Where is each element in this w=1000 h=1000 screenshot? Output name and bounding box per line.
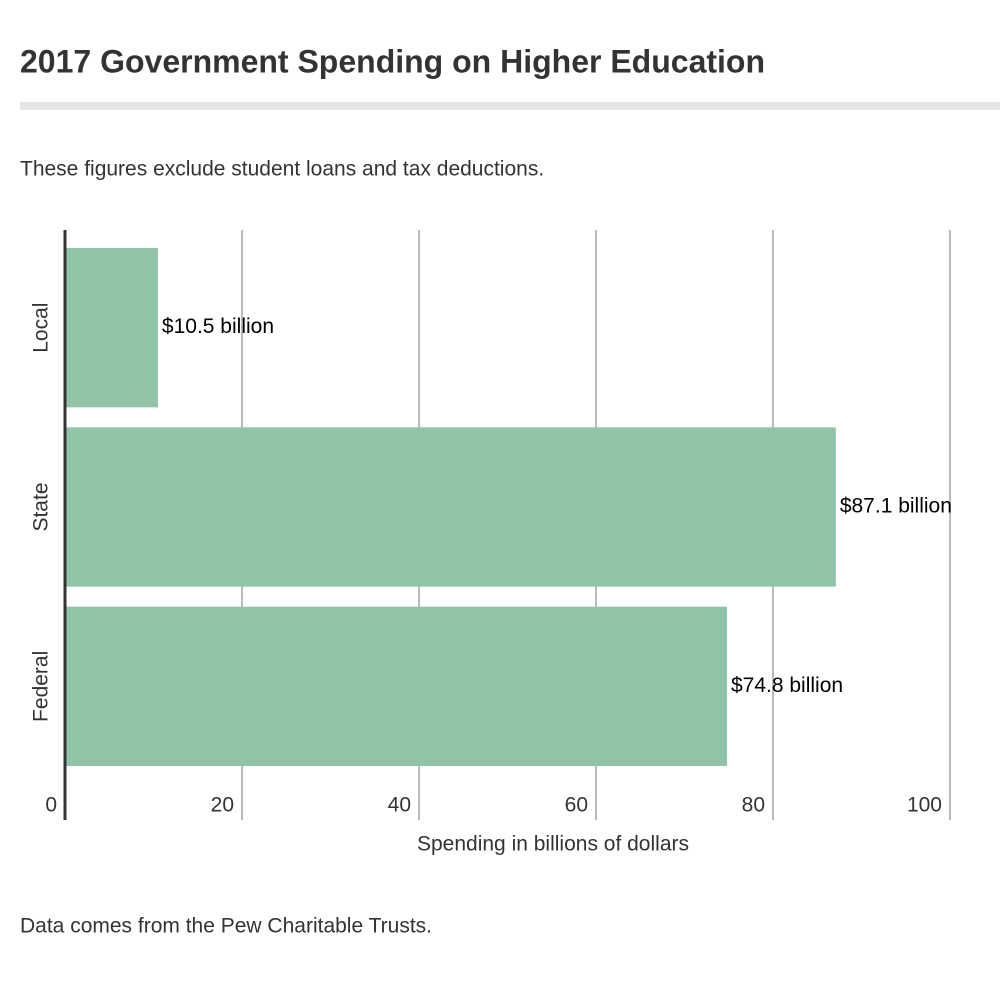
category-label: Federal (30, 651, 53, 722)
x-tick-label: 20 (211, 794, 234, 817)
chart-title: 2017 Government Spending on Higher Educa… (20, 43, 765, 79)
value-label: $10.5 billion (162, 315, 274, 338)
value-label: $87.1 billion (840, 495, 952, 518)
x-tick-label: 60 (565, 794, 588, 817)
bar (65, 248, 158, 408)
x-tick-label: 40 (388, 794, 411, 817)
x-tick-label: 80 (742, 794, 765, 817)
category-label: Local (30, 303, 53, 353)
x-tick-label: 0 (45, 794, 57, 817)
category-label: State (30, 482, 53, 531)
bar (65, 427, 836, 587)
value-label: $74.8 billion (731, 674, 843, 697)
bar (65, 606, 727, 766)
x-tick-label: 100 (907, 794, 942, 817)
title-rule (20, 102, 1000, 110)
chart-subtitle: These figures exclude student loans and … (20, 158, 544, 181)
source-note: Data comes from the Pew Charitable Trust… (20, 915, 432, 938)
x-axis-label: Spending in billions of dollars (417, 833, 689, 856)
